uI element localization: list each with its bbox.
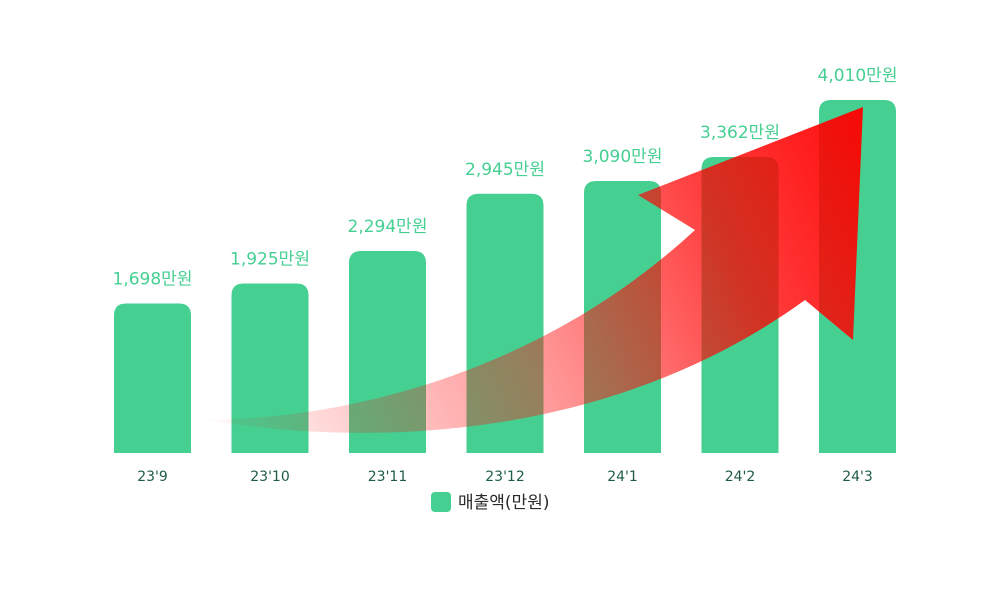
data-label: 2,945만원 xyxy=(465,160,545,180)
x-tick-label: 23'11 xyxy=(368,469,407,485)
legend: 매출액(만원) xyxy=(431,492,549,513)
data-label: 1,698만원 xyxy=(113,270,193,290)
data-label: 3,090만원 xyxy=(583,147,663,167)
x-tick-label: 24'1 xyxy=(607,469,638,485)
data-label: 3,362만원 xyxy=(700,123,780,143)
x-tick-label: 23'12 xyxy=(485,469,524,485)
legend-swatch xyxy=(431,492,451,512)
x-tick-label: 24'3 xyxy=(842,469,873,485)
value-labels-layer: 1,698만원 1,925만원 2,294만원 2,945만원 3,090만원 3,362… xyxy=(113,66,898,290)
tick-labels-layer: 23'9 23'10 23'11 23'12 24'1 24'2 24'3 xyxy=(137,469,873,485)
x-tick-label: 23'9 xyxy=(137,469,168,485)
data-label: 4,010만원 xyxy=(818,66,898,86)
legend-label: 매출액(만원) xyxy=(458,493,549,513)
x-tick-label: 23'10 xyxy=(250,469,289,485)
data-label: 2,294만원 xyxy=(348,217,428,237)
bar xyxy=(114,303,191,453)
bar xyxy=(231,283,309,453)
trend-arrow-icon xyxy=(205,107,863,433)
x-tick-label: 24'2 xyxy=(725,469,756,485)
data-label: 1,925만원 xyxy=(230,250,310,270)
